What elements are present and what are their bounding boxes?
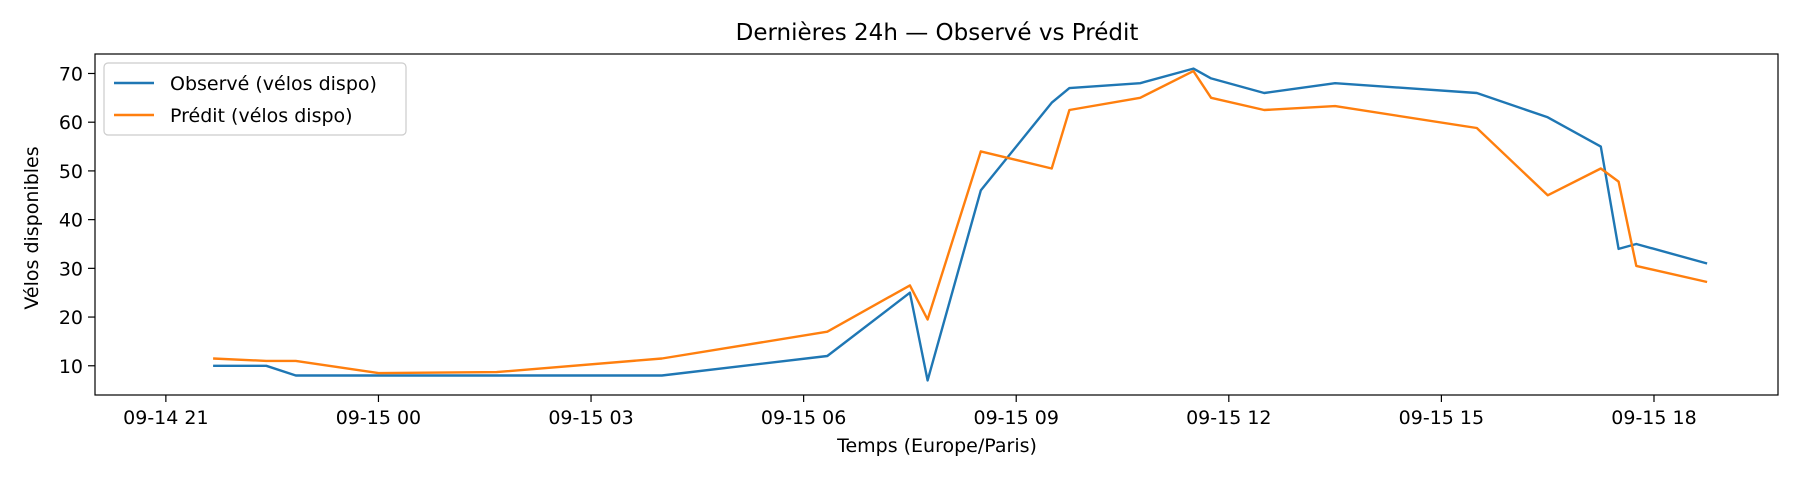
plot-frame: [94, 53, 1779, 396]
y-axis: 10 20 30 40 50 60 70: [59, 63, 95, 378]
x-tick-label: 09-15 06: [761, 407, 846, 429]
y-tick-label: 40: [59, 210, 83, 232]
legend-label: Observé (vélos dispo): [170, 73, 377, 95]
x-tick-label: 09-15 00: [336, 407, 421, 429]
plot-area: [94, 53, 1779, 396]
x-tick-label: 09-14 21: [123, 407, 208, 429]
legend-box: [103, 62, 407, 136]
legend-label: Prédit (vélos dispo): [170, 105, 353, 127]
series-line-1: [213, 67, 1708, 382]
x-tick-label: 09-15 09: [974, 407, 1059, 429]
legend: Observé (vélos dispo) Prédit (vélos dispo…: [103, 62, 407, 136]
x-tick-label: 09-15 18: [1611, 407, 1696, 429]
y-tick-label: 60: [59, 112, 83, 134]
x-axis: 09-14 21 09-15 00 09-15 03 09-15 06 09-15 09…: [123, 395, 1697, 429]
series-line-2: [213, 69, 1708, 375]
x-tick-label: 09-15 15: [1399, 407, 1484, 429]
y-axis-label: Vélos disponibles: [21, 146, 43, 309]
x-tick-label: 09-15 12: [1186, 407, 1271, 429]
y-tick-label: 30: [59, 258, 83, 280]
x-axis-label: Temps (Europe/Paris): [836, 435, 1037, 457]
series-group: [213, 67, 1708, 382]
chart-title: Dernières 24h — Observé vs Prédit: [736, 20, 1139, 46]
y-tick-label: 20: [59, 307, 83, 329]
y-tick-label: 10: [59, 356, 83, 378]
x-tick-label: 09-15 03: [548, 407, 633, 429]
y-tick-label: 70: [59, 63, 83, 85]
y-tick-label: 50: [59, 161, 83, 183]
